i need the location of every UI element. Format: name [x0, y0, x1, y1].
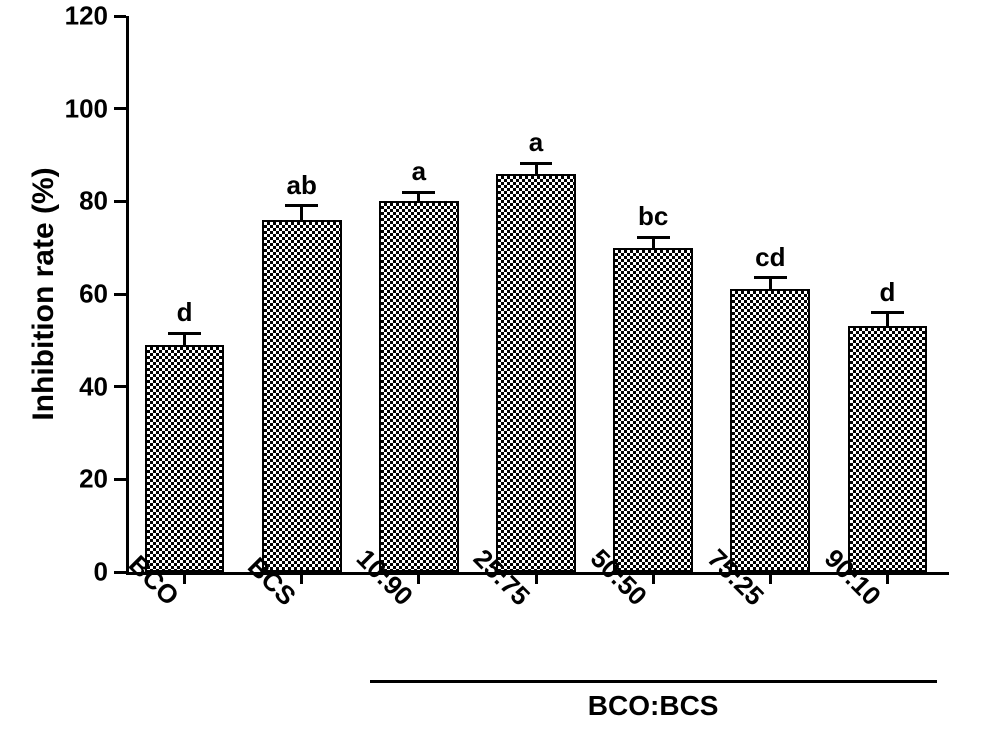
bar [262, 220, 342, 572]
y-tick [114, 200, 126, 203]
y-tick-label: 60 [79, 279, 108, 310]
error-bar-cap [871, 311, 904, 314]
bar [730, 289, 810, 572]
significance-label: d [177, 297, 193, 328]
error-bar-stem [535, 163, 538, 173]
bar [496, 174, 576, 572]
error-bar-stem [183, 333, 186, 345]
significance-label: d [879, 277, 895, 308]
error-bar-cap [754, 276, 787, 279]
error-bar-cap [285, 204, 318, 207]
y-tick [114, 478, 126, 481]
x-tick [652, 572, 655, 584]
error-bar-cap [637, 236, 670, 239]
y-tick-label: 0 [94, 557, 108, 588]
y-tick-label: 20 [79, 464, 108, 495]
y-tick-label: 40 [79, 371, 108, 402]
error-bar-cap [402, 191, 435, 194]
error-bar-cap [168, 332, 201, 335]
y-tick-label: 120 [65, 1, 108, 32]
bar [613, 248, 693, 572]
significance-label: ab [287, 170, 317, 201]
x-tick [886, 572, 889, 584]
x-tick [769, 572, 772, 584]
error-bar-stem [886, 313, 889, 327]
x-tick [183, 572, 186, 584]
group-underline [370, 680, 937, 683]
x-tick [300, 572, 303, 584]
significance-label: a [529, 127, 543, 158]
bar [848, 326, 928, 572]
y-tick [114, 293, 126, 296]
error-bar-cap [520, 162, 553, 165]
significance-label: a [412, 156, 426, 187]
y-tick-label: 100 [65, 93, 108, 124]
y-tick [114, 15, 126, 18]
bar [145, 345, 225, 572]
y-tick [114, 385, 126, 388]
significance-label: bc [638, 201, 668, 232]
error-bar-stem [652, 237, 655, 247]
bar [379, 201, 459, 572]
error-bar-stem [300, 206, 303, 220]
y-axis-title: Inhibition rate (%) [27, 167, 61, 420]
group-label: BCO:BCS [588, 690, 719, 722]
y-tick [114, 107, 126, 110]
y-tick-label: 80 [79, 186, 108, 217]
error-bar-stem [769, 278, 772, 290]
chart-container: Inhibition rate (%) BCO:BCS 0 20 40 60 80 100… [0, 0, 1000, 751]
x-tick [535, 572, 538, 584]
x-tick [417, 572, 420, 584]
significance-label: cd [755, 242, 785, 273]
